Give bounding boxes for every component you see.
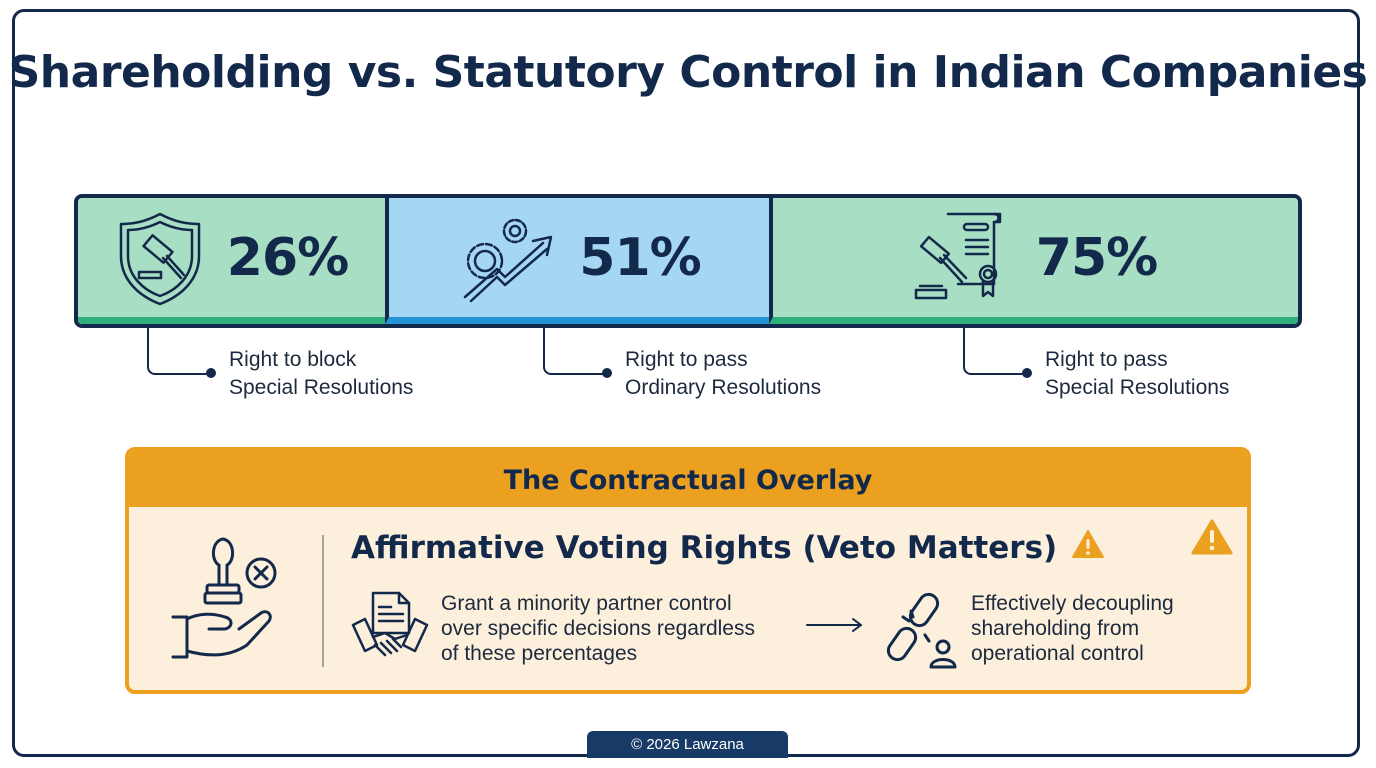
text-line: shareholding from	[971, 617, 1140, 640]
arrow-right-icon	[805, 617, 865, 638]
overlay-left-text: Grant a minority partner control over sp…	[441, 591, 821, 666]
callout-line1: Right to block	[229, 348, 357, 371]
gears-growth-arrow-icon	[457, 213, 557, 303]
text-line: of these percentages	[441, 642, 638, 665]
gavel-certificate-icon	[914, 210, 1014, 306]
threshold-bar: 26% 51%	[74, 194, 1302, 328]
callout-line2: Special Resolutions	[1045, 376, 1230, 399]
threshold-26: 26%	[78, 198, 385, 324]
overlay-heading: Affirmative Voting Rights (Veto Matters)	[351, 529, 1105, 567]
copyright-badge: © 2026 Lawzana	[587, 731, 788, 758]
overlay-header: The Contractual Overlay	[129, 451, 1247, 507]
text-line: over specific decisions regardless	[441, 617, 755, 640]
callout-line1: Right to pass	[625, 348, 748, 371]
text-line: Grant a minority partner control	[441, 592, 732, 615]
heading-text: Affirmative Voting Rights (Veto Matters)	[351, 530, 1058, 566]
shield-gavel-icon	[115, 210, 205, 306]
callout-line2: Special Resolutions	[229, 376, 414, 399]
threshold-75: 75%	[769, 198, 1298, 324]
contractual-overlay-panel: The Contractual Overlay Affirmative Voti…	[125, 447, 1251, 694]
overlay-divider	[322, 535, 324, 667]
broken-chain-person-icon	[881, 589, 961, 676]
page-title: Shareholding vs. Statutory Control in In…	[8, 47, 1368, 98]
threshold-51: 51%	[385, 198, 769, 324]
warning-icon-large	[1191, 519, 1233, 560]
callout-line1: Right to pass	[1045, 348, 1168, 371]
warning-icon	[1071, 529, 1105, 567]
callout-line2: Ordinary Resolutions	[625, 376, 822, 399]
text-line: operational control	[971, 642, 1144, 665]
threshold-percent: 51%	[579, 227, 701, 288]
hand-stamp-reject-icon	[169, 533, 289, 668]
overlay-right-text: Effectively decoupling shareholding from…	[971, 591, 1231, 666]
text-line: Effectively decoupling	[971, 592, 1174, 615]
threshold-percent: 26%	[226, 227, 349, 288]
threshold-percent: 75%	[1035, 227, 1158, 288]
contract-handshake-icon	[351, 589, 429, 672]
